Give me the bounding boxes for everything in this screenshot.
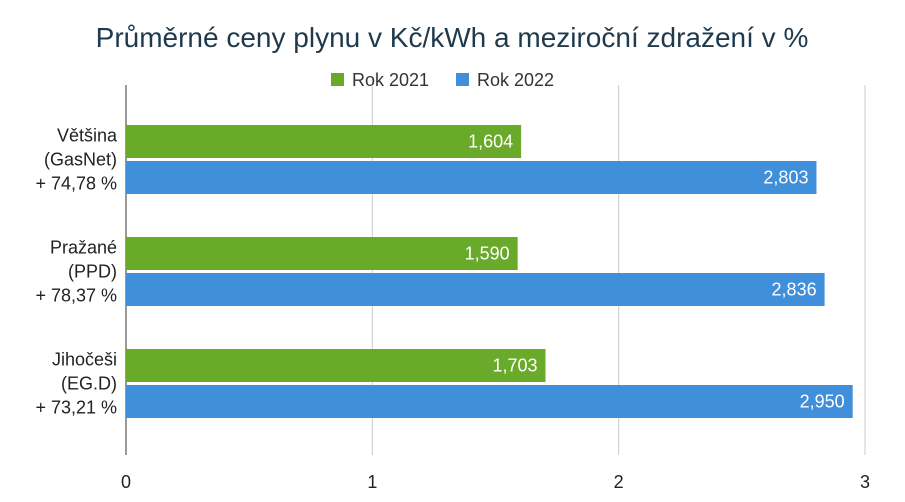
bar: [126, 237, 518, 270]
bar-value-label: 1,604: [468, 132, 513, 152]
bar-value-label: 2,950: [800, 392, 845, 412]
bar: [126, 385, 853, 418]
category-label: Většina (GasNet) + 74,78 %: [35, 126, 118, 194]
bar: [126, 349, 546, 382]
bar-value-label: 1,590: [465, 244, 510, 264]
bar-value-label: 2,803: [763, 168, 808, 188]
legend: Rok 2021 Rok 2022: [331, 70, 554, 90]
legend-label: Rok 2021: [352, 70, 429, 90]
category-labels: Většina (GasNet) + 74,78 % Pražané (PPD) + 78…: [35, 126, 118, 418]
chart-title: Průměrné ceny plynu v Kč/kWh a meziroční…: [96, 22, 809, 53]
bar: [126, 161, 817, 194]
legend-swatch: [456, 73, 469, 86]
legend-swatch: [331, 73, 344, 86]
bar-value-label: 1,703: [492, 356, 537, 376]
legend-label: Rok 2022: [477, 70, 554, 90]
x-tick-label: 2: [614, 472, 624, 492]
x-tick-label: 0: [121, 472, 131, 492]
x-axis-ticks: 0 1 2 3: [121, 472, 870, 492]
bar-value-label: 2,836: [772, 280, 817, 300]
category-label: Pražané (PPD) + 78,37 %: [35, 238, 117, 306]
x-tick-label: 3: [860, 472, 870, 492]
x-tick-label: 1: [367, 472, 377, 492]
bar: [126, 125, 522, 158]
bar: [126, 273, 825, 306]
bars: 1,604 2,803 1,590 2,836 1,703 2,950: [126, 125, 853, 418]
category-label: Jihočeši (EG.D) + 73,21 %: [35, 350, 117, 418]
